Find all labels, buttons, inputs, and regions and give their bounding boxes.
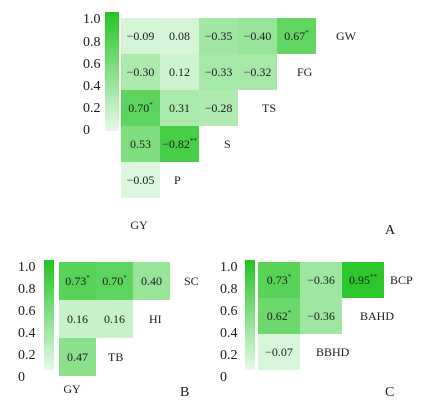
colorbar-tick-label: 0.8 <box>220 282 238 297</box>
cell-value-label: 0.73* <box>267 273 292 287</box>
colorbar-tick-label: 0.4 <box>220 326 238 341</box>
colorbar-tick-label: 0.2 <box>83 101 101 116</box>
heatmap-cell <box>199 90 238 126</box>
colorbar-tick-label: 0.6 <box>83 57 101 72</box>
cell-value-label: −0.40 <box>244 29 272 43</box>
heatmap-cell <box>300 298 342 334</box>
variable-label: GY <box>130 218 148 232</box>
colorbar-tick-label: 0.6 <box>220 304 238 319</box>
heatmap-cell <box>160 18 199 54</box>
panel-label: A <box>385 223 396 238</box>
cell-value-label: −0.36 <box>307 309 335 323</box>
heatmap-cell <box>238 18 277 54</box>
heatmap-cell <box>199 54 238 90</box>
heatmap-cell <box>133 262 170 300</box>
colorbar-tick-label: 0.6 <box>18 304 36 319</box>
cell-value-label: 0.70* <box>102 274 127 288</box>
colorbar <box>105 12 119 131</box>
heatmap-cell <box>238 54 277 90</box>
colorbar-tick-label: 0.8 <box>83 35 101 50</box>
variable-label: HI <box>149 312 162 326</box>
variable-label: BCP <box>390 273 413 287</box>
heatmap-cell <box>59 338 96 376</box>
cell-value-label: 0.53 <box>130 137 151 151</box>
cell-value-label: 0.16 <box>104 312 125 326</box>
heatmap-cell <box>160 90 199 126</box>
colorbar <box>245 260 255 370</box>
significance-marker: * <box>86 274 90 282</box>
significance-marker: ** <box>370 273 378 281</box>
significance-marker: * <box>288 273 292 281</box>
heatmap-cell <box>199 18 238 54</box>
heatmap-cell <box>121 90 160 126</box>
panel-label: B <box>180 385 189 400</box>
cell-value-label: −0.09 <box>127 29 155 43</box>
heatmap-cell <box>258 262 300 298</box>
cell-value-label: −0.35 <box>205 29 233 43</box>
heatmap-cell <box>342 262 384 298</box>
colorbar-tick-label: 1.0 <box>83 12 101 27</box>
cell-value-label: −0.82** <box>162 137 197 151</box>
variable-label: TB <box>108 350 123 364</box>
cell-value-label: −0.07 <box>265 345 293 359</box>
cell-value-label: −0.32 <box>244 65 272 79</box>
cell-value-label: 0.73* <box>65 274 90 288</box>
colorbar-tick-label: 0.2 <box>18 348 36 363</box>
colorbar-tick-label: 0.4 <box>18 326 36 341</box>
variable-label: SC <box>184 274 199 288</box>
significance-marker: * <box>288 309 292 317</box>
panel-label: C <box>385 385 394 400</box>
variable-label: TS <box>262 101 276 115</box>
colorbar-tick-label: 0 <box>220 370 227 385</box>
colorbar-tick-label: 0.8 <box>18 282 36 297</box>
colorbar-tick-label: 1.0 <box>18 260 36 275</box>
variable-label: P <box>174 173 181 187</box>
heatmap-cell <box>59 300 96 338</box>
heatmap-cell <box>300 262 342 298</box>
cell-value-label: 0.62* <box>267 309 292 323</box>
heatmap-cell <box>121 162 160 198</box>
heatmap-cell <box>96 262 133 300</box>
variable-label: BAHD <box>360 309 394 323</box>
heatmap-cell <box>258 298 300 334</box>
cell-value-label: 0.40 <box>141 274 162 288</box>
significance-marker: * <box>149 101 153 109</box>
cell-value-label: −0.28 <box>205 101 233 115</box>
cell-value-label: 0.67* <box>284 29 309 43</box>
heatmap-cell <box>258 334 300 370</box>
heatmap-cell <box>121 18 160 54</box>
colorbar-tick-label: 1.0 <box>220 260 238 275</box>
variable-label: S <box>224 137 231 151</box>
cell-value-label: −0.05 <box>127 173 155 187</box>
cell-value-label: −0.36 <box>307 273 335 287</box>
cell-value-label: 0.12 <box>169 65 190 79</box>
cell-value-label: −0.33 <box>205 65 233 79</box>
cell-value-label: −0.30 <box>127 65 155 79</box>
significance-marker: * <box>305 29 309 37</box>
significance-marker: ** <box>190 137 198 145</box>
heatmap-cell <box>59 262 96 300</box>
variable-label: BBHD <box>316 345 350 359</box>
colorbar-tick-label: 0.2 <box>220 348 238 363</box>
colorbar-tick-label: 0 <box>83 123 90 138</box>
colorbar-tick-label: 0.4 <box>83 79 101 94</box>
heatmap-cell <box>121 126 160 162</box>
cell-value-label: 0.47 <box>67 350 88 364</box>
significance-marker: * <box>123 274 127 282</box>
heatmap-cell <box>277 18 316 54</box>
cell-value-label: 0.08 <box>169 29 190 43</box>
colorbar <box>44 260 54 370</box>
heatmap-cell <box>160 54 199 90</box>
variable-label: FG <box>297 65 313 79</box>
heatmap-cell <box>96 300 133 338</box>
cell-value-label: 0.31 <box>169 101 190 115</box>
cell-value-label: 0.16 <box>67 312 88 326</box>
colorbar-tick-label: 0 <box>18 370 25 385</box>
heatmap-cell <box>160 126 199 162</box>
variable-label: GW <box>336 29 357 43</box>
variable-label: GY <box>63 382 81 396</box>
cell-value-label: 0.70* <box>128 101 153 115</box>
heatmap-cell <box>121 54 160 90</box>
